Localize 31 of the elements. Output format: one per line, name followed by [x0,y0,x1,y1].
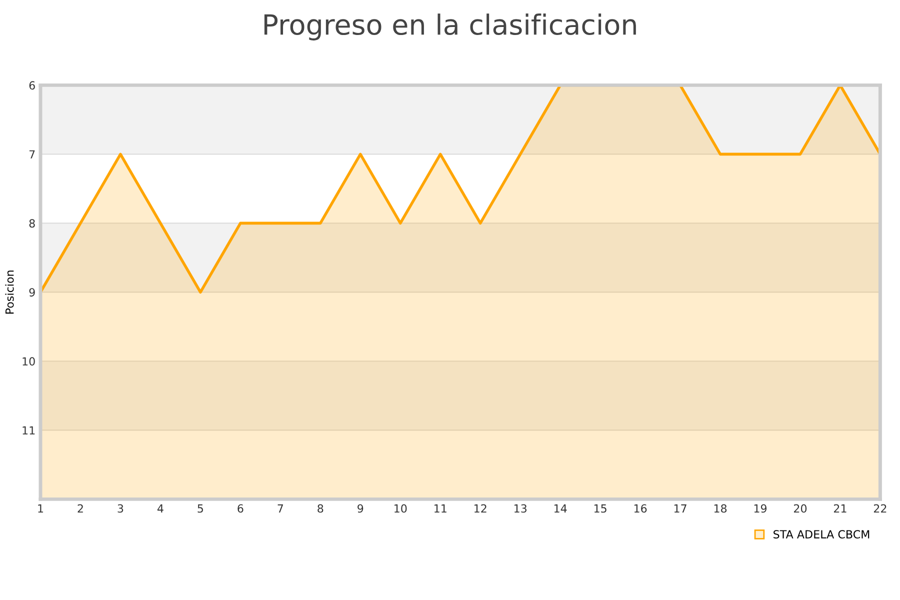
x-tick-label: 16 [634,504,647,513]
legend-label: STA ADELA CBCM [774,530,870,538]
x-tick-label: 2 [78,504,83,513]
y-tick-label: 8 [29,219,35,228]
x-tick-label: 15 [594,504,606,513]
x-tick-label: 18 [714,504,727,513]
x-tick-label: 22 [874,504,886,513]
y-tick-label: 11 [22,426,35,434]
x-tick-label: 9 [358,504,364,513]
x-tick-label: 1 [38,504,44,513]
y-tick-label: 10 [22,357,35,366]
x-tick-label: 6 [238,504,244,513]
x-tick-label: 5 [198,504,204,513]
x-tick-label: 3 [118,504,124,513]
y-tick-label: 6 [29,81,35,90]
x-tick-label: 19 [754,504,767,513]
x-tick-label: 7 [278,504,283,513]
x-tick-label: 21 [834,504,846,513]
x-tick-label: 11 [434,504,446,513]
x-tick-label: 12 [474,504,486,513]
x-tick-label: 20 [794,504,807,513]
x-tick-label: 14 [554,504,567,513]
y-tick-label: 9 [29,288,35,297]
chart-title: Progreso en la clasificacion [264,14,636,40]
x-tick-label: 8 [318,504,324,513]
x-tick-label: 17 [674,504,686,513]
y-axis-title: Posicion [5,270,14,314]
y-tick-label: 7 [29,150,35,158]
x-tick-label: 13 [514,504,527,513]
x-tick-label: 4 [157,504,164,513]
x-tick-label: 10 [394,504,407,513]
